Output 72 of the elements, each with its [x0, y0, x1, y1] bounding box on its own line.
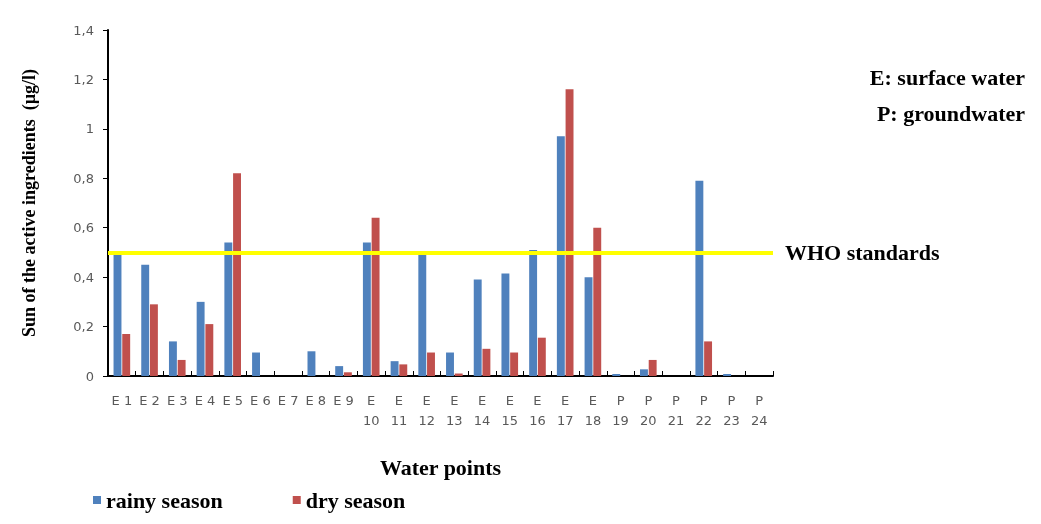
y-tick-label: 0,4	[73, 269, 94, 285]
x-tick-label: E 3	[166, 392, 188, 408]
x-tick-label: E 15	[501, 392, 519, 428]
bar	[233, 173, 241, 376]
x-tick-label: E 6	[250, 392, 271, 408]
legend-label: rainy season	[106, 487, 223, 513]
bar	[510, 352, 519, 376]
x-tick-label: P 20	[640, 392, 657, 428]
x-tick-label: E 11	[390, 392, 408, 428]
y-tick-label: 1	[85, 121, 94, 137]
x-tick-label: E 17	[556, 392, 574, 428]
ref-line-label: WHO standards	[785, 239, 941, 265]
bar	[584, 277, 593, 376]
bar	[695, 180, 704, 376]
bar	[122, 333, 131, 376]
bar	[205, 324, 214, 376]
x-tick-label: E 9	[333, 392, 354, 408]
bar	[704, 341, 713, 376]
bar	[640, 369, 648, 376]
x-tick-label: E 13	[446, 392, 463, 428]
bar	[390, 361, 399, 376]
x-tick-label: P 22	[695, 392, 712, 428]
legend-label: dry season	[305, 487, 406, 513]
text: P: groundwater	[876, 100, 1026, 126]
bar	[362, 242, 371, 376]
bar	[473, 279, 482, 376]
bar	[343, 372, 352, 376]
bar	[593, 227, 602, 376]
x-tick-label: E 12	[418, 392, 435, 428]
y-tick-label: 1,2	[73, 71, 94, 87]
x-tick-label: P 23	[723, 392, 740, 428]
y-tick-label: 1,4	[73, 22, 94, 38]
y-tick-label: 0,6	[73, 220, 94, 236]
bar	[196, 301, 205, 376]
bar	[168, 341, 177, 376]
bar	[371, 217, 380, 376]
y-axis-title: Sun of the active ingredients (µg/l)	[19, 68, 40, 338]
x-tick-label: E 4	[194, 392, 216, 408]
bar	[252, 352, 260, 376]
bar	[529, 249, 538, 376]
x-tick-label: E 18	[584, 392, 602, 428]
bar	[141, 264, 150, 376]
bar	[177, 359, 186, 376]
x-tick-label: P 21	[667, 392, 685, 428]
text: E: surface water	[869, 64, 1026, 90]
bar	[482, 348, 491, 376]
x-tick-label: E 8	[305, 392, 327, 408]
y-tick-label: 0,2	[73, 319, 94, 335]
bar	[224, 242, 233, 376]
bar	[427, 352, 435, 376]
x-axis-title: Water points	[379, 454, 502, 480]
x-tick-label: P 24	[750, 392, 768, 428]
bar	[446, 352, 454, 376]
x-tick-label: E 14	[473, 392, 491, 428]
x-tick-label: E 16	[529, 392, 546, 428]
bar	[565, 89, 574, 376]
x-tick-label: E 2	[139, 392, 160, 408]
x-tick-label: E 7	[277, 392, 299, 408]
x-tick-label: P 19	[612, 392, 629, 428]
bar	[418, 254, 427, 376]
x-tick-label: E 5	[222, 392, 243, 408]
bar	[648, 359, 657, 376]
bar	[335, 366, 344, 376]
bar	[149, 304, 158, 376]
x-tick-label: E 10	[362, 392, 380, 428]
x-tick-label: E 1	[111, 392, 133, 408]
bar	[501, 273, 510, 376]
bar	[399, 364, 408, 376]
y-tick-label: 0	[85, 368, 94, 384]
y-tick-label: 0,8	[73, 170, 94, 186]
bar	[537, 337, 546, 376]
bar	[556, 136, 565, 376]
